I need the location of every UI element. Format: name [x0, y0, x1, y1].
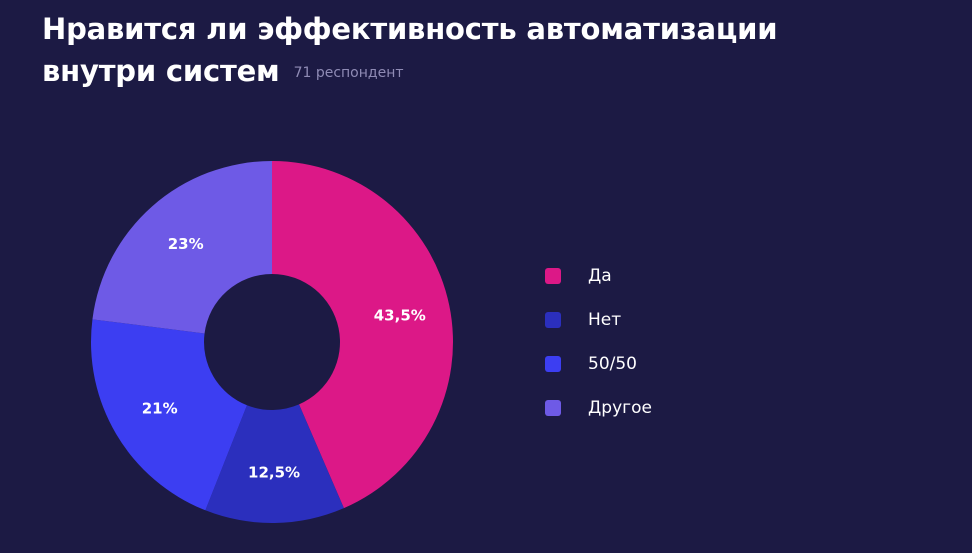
legend-swatch-da	[545, 268, 561, 284]
slice-value-label-da: 43,5%	[374, 307, 426, 325]
donut-value-labels: 43,5% 12,5% 21% 23%	[142, 235, 426, 481]
donut-slice-drugoe	[92, 161, 272, 334]
legend-label-net: Нет	[588, 310, 622, 330]
slice-value-label-50-50: 21%	[142, 399, 178, 417]
legend-item-drugoe: Другое	[545, 386, 745, 430]
chart-title-line-2: внутри систем 71 респондент	[42, 50, 942, 94]
legend-label-50-50: 50/50	[588, 354, 637, 374]
legend-item-da: Да	[545, 254, 745, 298]
legend-swatch-drugoe	[545, 400, 561, 416]
legend-item-50-50: 50/50	[545, 342, 745, 386]
slice-value-label-net: 12,5%	[248, 463, 300, 481]
respondent-count: 71 респондент	[293, 65, 404, 81]
legend-swatch-net	[545, 312, 561, 328]
legend-label-da: Да	[588, 266, 612, 286]
donut-slices	[91, 161, 454, 523]
donut-slice-da	[272, 161, 454, 509]
slice-value-label-drugoe: 23%	[168, 235, 204, 253]
donut-slice-50-50	[91, 319, 247, 511]
chart-legend: Да Нет 50/50 Другое	[545, 254, 745, 430]
chart-title: Нравится ли эффективность автоматизации …	[42, 8, 942, 94]
donut-slice-net	[205, 404, 344, 523]
legend-item-net: Нет	[545, 298, 745, 342]
chart-title-text: внутри систем	[42, 54, 280, 88]
legend-label-drugoe: Другое	[588, 398, 652, 418]
legend-swatch-50-50	[545, 356, 561, 372]
donut-chart: 43,5% 12,5% 21% 23%	[91, 161, 454, 523]
chart-title-line-1: Нравится ли эффективность автоматизации	[42, 12, 778, 46]
